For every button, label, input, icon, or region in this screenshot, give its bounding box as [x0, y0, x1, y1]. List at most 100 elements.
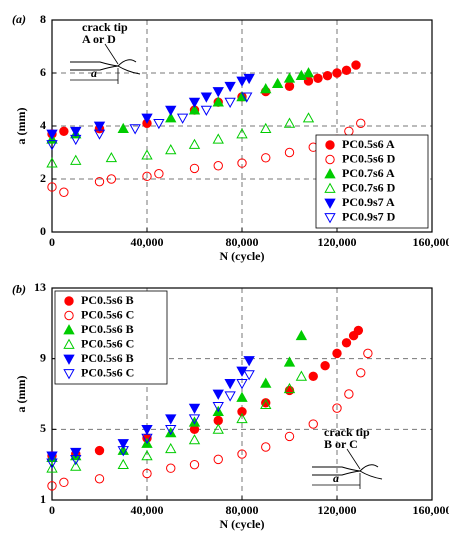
point	[283, 382, 296, 394]
point	[332, 403, 342, 413]
point	[213, 415, 223, 426]
point	[295, 370, 308, 381]
point	[117, 122, 129, 134]
panel-label: (b)	[12, 282, 26, 296]
point	[320, 361, 330, 371]
point	[188, 403, 201, 414]
point	[363, 348, 373, 359]
point	[356, 368, 366, 378]
point	[47, 481, 57, 491]
legend-marker	[64, 310, 74, 321]
point	[46, 140, 58, 151]
point	[189, 163, 200, 174]
point	[283, 72, 296, 83]
legend-label: PC0.5s6 B	[81, 322, 134, 336]
point	[243, 370, 255, 381]
point	[213, 161, 223, 171]
point	[59, 187, 69, 197]
point	[70, 154, 82, 165]
point	[332, 348, 342, 359]
x-tick-label: 0	[49, 503, 55, 517]
plot-frame	[51, 19, 433, 233]
legend-marker	[324, 168, 336, 179]
point	[313, 73, 323, 84]
legend-label: PC0.5s6 C	[81, 336, 134, 350]
point	[117, 458, 129, 470]
point	[141, 424, 153, 436]
point	[236, 128, 248, 139]
point	[212, 96, 224, 107]
point	[236, 76, 248, 87]
point	[322, 70, 333, 81]
y-tick-label: 2	[40, 171, 46, 185]
legend-marker	[63, 369, 75, 380]
x-tick-label: 0	[49, 235, 55, 249]
point	[302, 112, 315, 123]
legend-label: PC0.5s6 B	[81, 351, 134, 365]
point	[237, 406, 247, 417]
point	[212, 133, 224, 144]
point	[284, 385, 295, 396]
crack-sketch	[70, 59, 141, 75]
point	[308, 419, 318, 429]
point	[105, 151, 118, 163]
point	[356, 118, 366, 129]
legend-marker	[63, 324, 75, 335]
point	[141, 449, 153, 461]
legend-marker	[63, 354, 75, 365]
legend-label: PC0.7s6 D	[342, 180, 396, 194]
point	[93, 129, 106, 140]
x-tick-label: 160,000	[413, 503, 449, 517]
point	[344, 126, 354, 137]
point	[224, 379, 236, 390]
point	[236, 412, 248, 424]
point	[153, 118, 165, 130]
point	[295, 329, 308, 341]
point	[117, 446, 129, 457]
x-tick-label: 40,000	[131, 235, 164, 249]
point	[165, 442, 177, 454]
y-tick-label: 0	[40, 224, 46, 238]
x-tick-label: 80,000	[226, 503, 259, 517]
legend-label: PC0.7s6 A	[342, 166, 395, 180]
legend-label: PC0.9s7 A	[342, 195, 395, 209]
y-tick-label: 6	[40, 65, 46, 79]
point	[176, 113, 189, 124]
y-tick-label: 1	[40, 492, 46, 506]
point	[141, 433, 153, 445]
point	[212, 389, 224, 400]
point	[212, 423, 224, 434]
point	[237, 158, 247, 168]
point	[189, 459, 200, 470]
point	[47, 182, 57, 192]
point	[213, 454, 223, 465]
x-tick-label: 40,000	[131, 503, 164, 517]
point	[141, 113, 153, 124]
point	[224, 81, 236, 93]
point	[332, 68, 342, 78]
point	[166, 463, 176, 473]
point	[353, 325, 364, 336]
point	[188, 104, 201, 115]
point	[94, 445, 105, 456]
point	[243, 73, 255, 85]
point	[236, 379, 248, 390]
x-tick-label: 120,000	[318, 235, 357, 249]
x-axis-label: N (cycle)	[220, 517, 265, 531]
legend-label: PC0.9s7 D	[342, 209, 396, 223]
point	[236, 391, 248, 402]
point	[46, 458, 58, 469]
x-axis-label: N (cycle)	[220, 249, 265, 263]
crack-sketch	[312, 464, 383, 480]
point	[243, 356, 255, 367]
point	[93, 121, 106, 132]
point	[212, 402, 224, 413]
y-tick-label: 9	[40, 350, 46, 364]
point	[46, 451, 58, 462]
point	[46, 129, 58, 140]
legend-label: PC0.5s6 B	[81, 293, 134, 307]
legend-box	[54, 290, 168, 385]
point	[94, 474, 105, 484]
point	[224, 391, 236, 402]
point	[165, 105, 177, 116]
